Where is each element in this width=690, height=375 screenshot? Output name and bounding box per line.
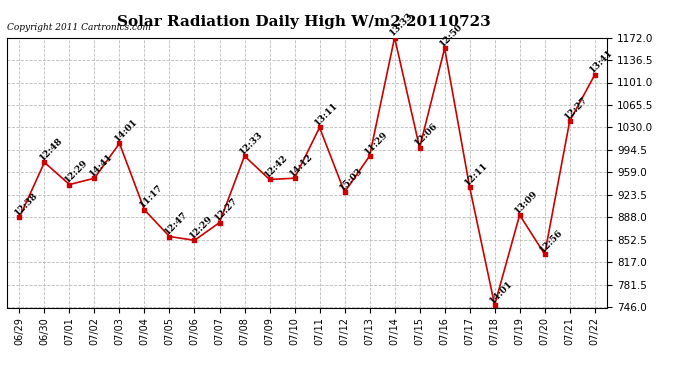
Point: [214, 220, 225, 226]
Text: 13:33: 13:33: [388, 10, 415, 38]
Text: Solar Radiation Daily High W/m2 20110723: Solar Radiation Daily High W/m2 20110723: [117, 15, 491, 29]
Point: [364, 153, 375, 159]
Text: 12:38: 12:38: [13, 191, 40, 217]
Text: 12:27: 12:27: [563, 94, 590, 121]
Text: 14:01: 14:01: [113, 117, 139, 143]
Text: 13:11: 13:11: [313, 100, 340, 128]
Point: [414, 145, 425, 151]
Text: 12:11: 12:11: [463, 160, 490, 187]
Text: 12:29: 12:29: [63, 158, 90, 184]
Point: [239, 153, 250, 159]
Text: 11:29: 11:29: [363, 129, 390, 156]
Point: [114, 140, 125, 146]
Point: [464, 184, 475, 190]
Text: 12:50: 12:50: [438, 22, 465, 48]
Text: 14:12: 14:12: [288, 152, 315, 178]
Text: 12:29: 12:29: [188, 214, 215, 240]
Point: [264, 177, 275, 183]
Text: 12:47: 12:47: [163, 210, 190, 237]
Text: 13:41: 13:41: [589, 48, 615, 75]
Text: 14:41: 14:41: [88, 152, 115, 178]
Point: [439, 45, 450, 51]
Point: [39, 159, 50, 165]
Text: 12:27: 12:27: [213, 196, 239, 223]
Text: 11:17: 11:17: [138, 183, 165, 210]
Text: 15:03: 15:03: [338, 165, 365, 192]
Point: [539, 251, 550, 257]
Point: [189, 237, 200, 243]
Point: [589, 72, 600, 78]
Point: [514, 212, 525, 218]
Point: [389, 34, 400, 40]
Point: [339, 189, 350, 195]
Text: Copyright 2011 Cartronics.com: Copyright 2011 Cartronics.com: [7, 23, 151, 32]
Text: 12:56: 12:56: [538, 228, 565, 254]
Point: [64, 182, 75, 188]
Point: [139, 207, 150, 213]
Point: [289, 175, 300, 181]
Point: [14, 214, 25, 220]
Text: 12:33: 12:33: [238, 129, 265, 156]
Point: [564, 118, 575, 124]
Text: 12:06: 12:06: [413, 121, 440, 148]
Text: 12:42: 12:42: [263, 153, 290, 180]
Point: [89, 175, 100, 181]
Point: [314, 124, 325, 130]
Point: [489, 302, 500, 308]
Text: 13:09: 13:09: [513, 188, 540, 215]
Point: [164, 234, 175, 240]
Text: 12:48: 12:48: [38, 136, 65, 162]
Text: 14:01: 14:01: [489, 278, 515, 305]
